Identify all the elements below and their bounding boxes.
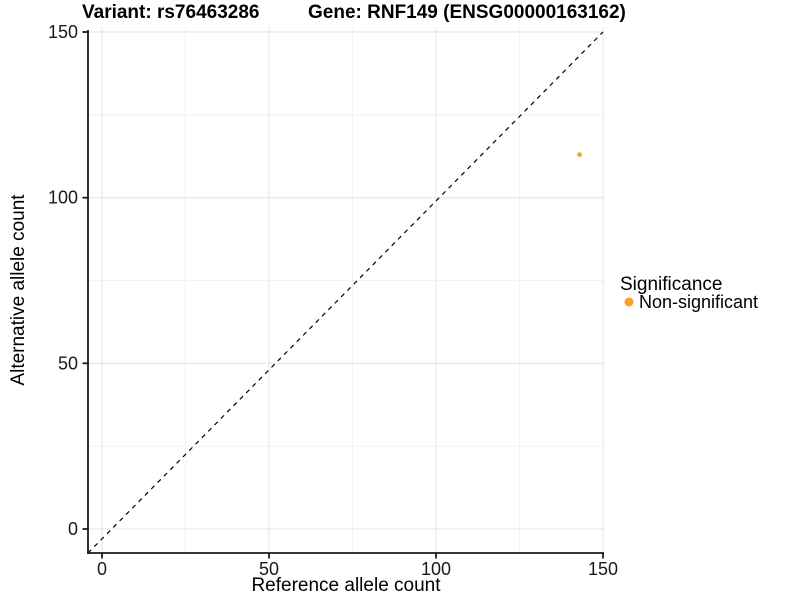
- y-tick-label: 150: [48, 22, 78, 42]
- y-tick-label: 50: [58, 353, 78, 373]
- tick-marks: [82, 31, 604, 559]
- x-tick-label: 150: [588, 559, 618, 579]
- identity-reference-line: [87, 31, 604, 554]
- x-tick-label: 0: [97, 559, 107, 579]
- y-axis-title: Alternative allele count: [8, 194, 29, 386]
- legend-title: Significance: [620, 274, 722, 295]
- data-point: [577, 152, 582, 158]
- y-tick-label: 0: [68, 519, 78, 539]
- plot-title-gene: Gene: RNF149 (ENSG00000163162): [308, 2, 626, 23]
- y-tick-label: 100: [48, 188, 78, 208]
- x-tick-label: 50: [259, 559, 279, 579]
- plot-title-variant: Variant: rs76463286: [82, 2, 259, 23]
- x-axis-title: Reference allele count: [251, 575, 441, 596]
- minor-gridlines: [88, 27, 604, 553]
- axis-lines: [87, 30, 604, 554]
- legend: Significance Non-significant: [620, 274, 758, 312]
- major-gridlines: [88, 27, 604, 553]
- x-tick-label: 100: [421, 559, 451, 579]
- legend-key-dot: [624, 297, 634, 307]
- legend-item-label: Non-significant: [639, 292, 758, 312]
